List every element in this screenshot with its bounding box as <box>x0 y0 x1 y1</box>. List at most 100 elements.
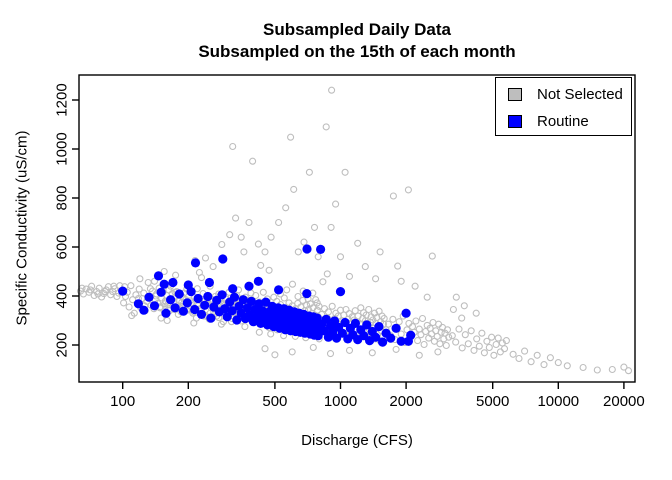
x-tick-label: 2000 <box>389 393 422 410</box>
data-point-not-selected <box>546 354 554 362</box>
data-point-not-selected <box>341 168 349 176</box>
data-point-not-selected <box>449 305 457 314</box>
data-point-not-selected <box>480 349 488 357</box>
data-point-not-selected <box>372 275 380 283</box>
data-point-not-selected <box>319 278 327 286</box>
data-point-not-selected <box>368 349 376 357</box>
data-point-not-selected <box>593 366 601 374</box>
data-point-not-selected <box>563 362 571 370</box>
data-point-routine <box>401 308 411 318</box>
data-point-not-selected <box>472 309 480 317</box>
data-point-routine <box>203 291 213 302</box>
data-point-routine <box>168 277 178 288</box>
data-point-not-selected <box>492 340 500 349</box>
data-point-not-selected <box>345 346 354 354</box>
data-point-not-selected <box>428 252 436 260</box>
data-point-not-selected <box>475 342 483 350</box>
data-point-not-selected <box>323 270 331 278</box>
data-point-not-selected <box>314 253 322 261</box>
data-point-not-selected <box>392 345 400 353</box>
y-tick-label: 800 <box>54 185 71 210</box>
data-point-not-selected <box>267 233 275 241</box>
data-point-routine <box>335 287 346 297</box>
data-point-not-selected <box>144 278 152 287</box>
data-point-not-selected <box>303 301 311 309</box>
data-point-not-selected <box>434 348 442 356</box>
data-point-not-selected <box>452 338 460 346</box>
data-point-not-selected <box>461 331 469 339</box>
y-tick-label: 400 <box>54 283 71 308</box>
data-point-routine <box>159 279 169 289</box>
data-point-routine <box>234 301 244 311</box>
y-axis-label: Specific Conductivity (uS/cm) <box>13 130 31 326</box>
data-point-not-selected <box>404 186 412 194</box>
data-point-not-selected <box>157 314 165 322</box>
data-point-not-selected <box>417 331 425 339</box>
data-point-not-selected <box>448 332 456 340</box>
data-point-not-selected <box>361 263 369 271</box>
data-point-not-selected <box>120 299 128 307</box>
data-point-not-selected <box>125 303 133 311</box>
data-point-not-selected <box>395 318 403 326</box>
data-point-not-selected <box>375 307 383 315</box>
x-tick-label: 1000 <box>324 393 357 410</box>
data-point-routine <box>133 299 143 309</box>
data-point-routine <box>378 337 388 347</box>
data-point-routine <box>144 292 154 302</box>
data-point-not-selected <box>287 133 295 141</box>
data-point-routine <box>228 284 238 294</box>
legend-box: Not Selected Routine <box>495 77 632 136</box>
legend-swatch-not-selected-icon <box>508 87 522 101</box>
data-point-not-selected <box>437 328 445 336</box>
data-point-not-selected <box>521 347 529 355</box>
data-point-routine <box>204 277 214 288</box>
data-point-routine <box>196 309 207 319</box>
data-point-routine <box>319 326 329 336</box>
data-point-not-selected <box>533 351 541 359</box>
data-point-not-selected <box>483 337 491 345</box>
x-tick-label: 20000 <box>603 393 645 410</box>
data-point-not-selected <box>470 346 478 354</box>
data-point-not-selected <box>163 316 171 325</box>
data-point-not-selected <box>267 330 275 338</box>
data-point-not-selected <box>436 340 444 348</box>
data-point-not-selected <box>324 308 332 316</box>
data-point-not-selected <box>389 192 397 200</box>
data-point-not-selected <box>197 274 206 282</box>
data-point-not-selected <box>452 293 460 301</box>
x-tick-label: 10000 <box>537 393 579 410</box>
data-point-not-selected <box>332 200 340 208</box>
chart-title: Subsampled Daily Data <box>262 20 451 39</box>
data-point-not-selected <box>320 305 329 313</box>
data-point-not-selected <box>412 317 420 325</box>
data-point-not-selected <box>240 248 248 256</box>
chart-subtitle: Subsampled on the 15th of each month <box>198 42 516 61</box>
data-point-not-selected <box>354 239 362 247</box>
data-point-routine <box>374 322 384 332</box>
data-point-not-selected <box>485 343 493 352</box>
data-point-not-selected <box>232 214 240 222</box>
data-point-routine <box>166 295 176 305</box>
data-point-not-selected <box>271 351 279 359</box>
data-point-routine <box>174 289 184 299</box>
data-point-not-selected <box>464 340 472 348</box>
data-point-routine <box>161 308 171 318</box>
data-point-not-selected <box>435 320 443 328</box>
data-point-not-selected <box>620 363 628 371</box>
data-point-routine <box>153 271 164 281</box>
data-point-not-selected <box>328 86 336 94</box>
data-point-not-selected <box>327 223 335 231</box>
data-point-not-selected <box>226 231 234 239</box>
data-point-not-selected <box>300 238 308 246</box>
data-point-not-selected <box>252 291 260 300</box>
data-point-not-selected <box>140 289 148 297</box>
data-point-not-selected <box>283 286 291 294</box>
data-point-not-selected <box>579 363 587 372</box>
data-point-routine <box>371 332 381 342</box>
data-point-not-selected <box>217 320 225 328</box>
data-point-routine <box>386 333 396 343</box>
data-point-not-selected <box>420 340 428 349</box>
data-point-not-selected <box>254 240 262 248</box>
data-point-not-selected <box>294 248 302 256</box>
data-point-routine <box>183 280 193 290</box>
